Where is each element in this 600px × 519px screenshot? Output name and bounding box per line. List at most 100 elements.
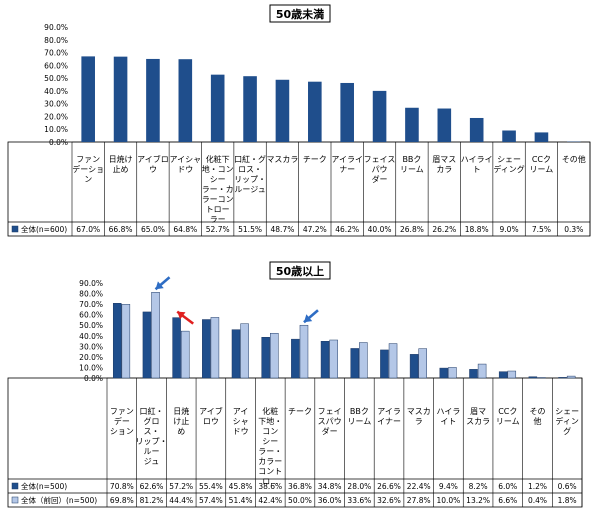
category-label: ファンデーション	[110, 407, 134, 436]
bar-1	[359, 342, 368, 379]
value-label: 70.8%	[110, 482, 134, 491]
value-label: 7.5%	[532, 225, 551, 234]
value-label: 28.0%	[347, 482, 371, 491]
category-label: シェーディング	[493, 155, 524, 174]
y-tick-label: 80.0%	[44, 36, 68, 45]
legend-swatch	[11, 482, 19, 490]
chart2-title: 50歳以上	[276, 264, 324, 278]
category-label: ハイライト	[436, 407, 460, 426]
bar-1	[477, 363, 487, 379]
y-tick-label: 70.0%	[79, 300, 103, 309]
value-label: 18.8%	[465, 225, 489, 234]
bar-1	[448, 367, 457, 379]
bar-1	[507, 370, 517, 379]
bar-1	[210, 317, 220, 379]
y-tick-label: 40.0%	[79, 332, 103, 341]
value-label: 6.6%	[498, 496, 517, 505]
y-tick-label: 0.0%	[84, 374, 103, 383]
trend-arrow-head	[177, 311, 186, 320]
bar-0	[113, 56, 128, 143]
category-label: フェイスパウダー	[318, 407, 342, 436]
value-label: 67.0%	[76, 225, 100, 234]
bar-0	[146, 58, 160, 142]
category-label: 眉マスカラ	[432, 155, 456, 174]
y-tick-label: 50.0%	[79, 321, 103, 330]
y-tick-label: 90.0%	[44, 23, 68, 32]
bar-0	[202, 319, 211, 379]
bar-0	[534, 132, 549, 142]
category-label: フェイスパウダー	[364, 155, 396, 184]
bar-0	[502, 130, 516, 142]
value-label: 42.4%	[258, 496, 282, 505]
category-label: アイシャドウ	[233, 407, 249, 436]
value-label: 62.6%	[140, 482, 164, 491]
y-tick-label: 30.0%	[44, 100, 68, 109]
category-label: 日焼け止め	[109, 155, 133, 174]
value-label: 57.2%	[169, 482, 193, 491]
category-label: チーク	[303, 155, 327, 164]
y-tick-label: 40.0%	[44, 87, 68, 96]
bar-1	[329, 339, 338, 379]
value-label: 13.2%	[466, 496, 490, 505]
category-label: 眉マスカラ	[466, 407, 490, 426]
bar-0	[172, 317, 181, 379]
chart1-plot: 90.0% 80.0% 70.0% 60.0% 50.0% 40.0% 30.0% 20.0%…	[7, 23, 591, 237]
bar-0	[291, 338, 300, 379]
value-label: 26.2%	[432, 225, 456, 234]
category-label: シェーディング	[555, 407, 579, 436]
bar-0	[142, 311, 152, 379]
category-label: チーク	[288, 407, 312, 416]
y-tick-label: 70.0%	[44, 49, 68, 58]
y-tick-label: 20.0%	[44, 112, 68, 121]
bar-1	[388, 343, 398, 379]
bar-0	[528, 376, 538, 379]
chart2-plot: 90.0%80.0%70.0%60.0%50.0%40.0%30.0%20.0%…	[7, 276, 583, 508]
y-tick-label: 10.0%	[79, 363, 103, 372]
value-label: 51.5%	[238, 225, 262, 234]
value-label: 0.4%	[528, 496, 547, 505]
value-label: 1.8%	[558, 496, 577, 505]
bar-0	[498, 371, 508, 379]
bar-0	[243, 76, 257, 142]
value-label: 0.3%	[564, 225, 583, 234]
value-label: 51.4%	[229, 496, 253, 505]
legend-swatch	[11, 225, 19, 233]
value-label: 1.2%	[528, 482, 547, 491]
category-label: アイブロウ	[199, 406, 223, 426]
bar-0	[558, 377, 567, 379]
legend-swatch	[11, 496, 19, 504]
value-label: 34.8%	[318, 482, 342, 491]
category-label: アイライナー	[377, 407, 401, 426]
value-label: 27.8%	[407, 496, 431, 505]
bar-1	[240, 323, 249, 379]
bar-0	[372, 90, 387, 142]
category-label: アイブロウ	[137, 154, 169, 174]
value-label: 6.0%	[498, 482, 517, 491]
category-label: アイシャドウ	[170, 155, 202, 174]
value-label: 65.0%	[141, 225, 165, 234]
category-label: その他	[529, 407, 545, 426]
value-label: 45.8%	[229, 482, 253, 491]
value-label: 33.6%	[347, 496, 371, 505]
legend-label: 全体(n=600)	[21, 224, 67, 234]
value-label: 9.0%	[500, 225, 519, 234]
bar-0	[275, 79, 290, 142]
bar-0	[469, 117, 484, 142]
y-tick-label: 20.0%	[79, 353, 103, 362]
value-label: 9.4%	[439, 482, 458, 491]
bar-1	[299, 324, 309, 379]
value-label: 69.8%	[110, 496, 134, 505]
bar-1	[418, 348, 427, 379]
category-label: 日焼け止め	[173, 407, 189, 436]
bar-0	[112, 303, 122, 379]
category-label: マスカラ	[266, 155, 298, 164]
bar-0	[261, 337, 270, 379]
y-tick-label: 60.0%	[79, 311, 103, 320]
category-label: 口紅・グロス・リップ・ルージュ	[136, 406, 168, 466]
value-label: 36.0%	[318, 496, 342, 505]
bar-1	[270, 332, 279, 379]
trend-arrow-head	[303, 314, 313, 323]
bar-1	[180, 330, 190, 379]
y-tick-label: 30.0%	[79, 342, 103, 351]
